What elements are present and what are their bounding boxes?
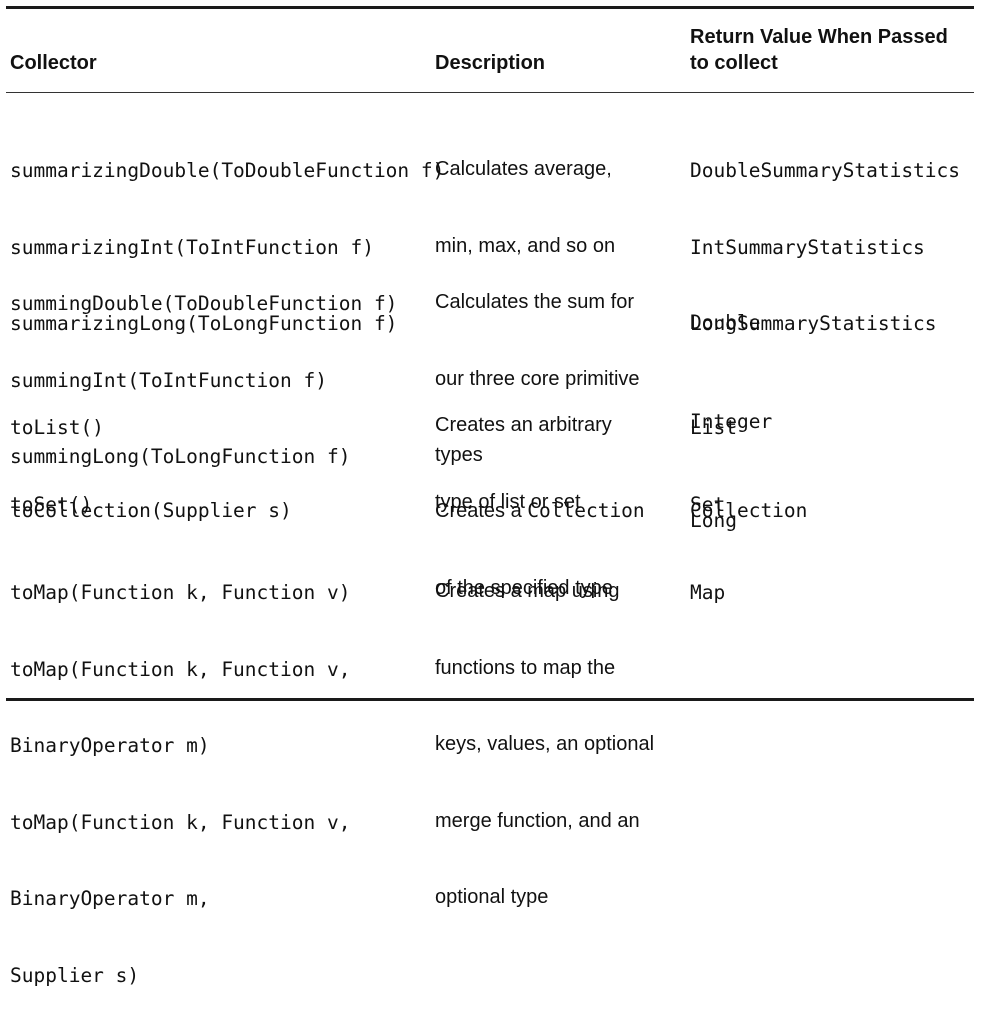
description-line: min, max, and so on (435, 234, 616, 257)
description-line: type of list or set (435, 490, 581, 513)
return-line: Map (690, 581, 726, 604)
table-row-summing-collector: summingDouble(ToDoubleFunction f) summin… (10, 240, 397, 495)
table-row-summing-returns: Double Integer Long (690, 240, 772, 570)
table-bottom-rule (6, 698, 974, 701)
table-row-tolist-collector: toList() toSet() (10, 364, 104, 543)
return-line: Double (690, 311, 761, 334)
table-row-tomap-description: Creates a map using functions to map the… (435, 528, 654, 936)
collector-line: summingLong(ToLongFunction f) (10, 445, 351, 468)
description-code-collection: Collection (527, 499, 645, 522)
collector-line: summingInt(ToIntFunction f) (10, 368, 327, 392)
table-row-summarizing-collector: summarizingDouble(ToDoubleFunction f) su… (10, 107, 444, 362)
description-line: merge function, and an (435, 809, 640, 832)
return-line: Set (690, 492, 726, 516)
header-return-line-1: Return Value When Passed (690, 26, 948, 48)
header-return-value: Return Value When Passed to collect (690, 24, 948, 76)
collector-line: toMap(Function k, Function v, (10, 657, 351, 681)
description-line: of the specified type (435, 576, 613, 599)
table-row-tocollection-collector: toCollection(Supplier s) (10, 447, 292, 549)
return-line: LongSummaryStatistics (690, 312, 937, 335)
return-line: DoubleSummaryStatistics (690, 159, 961, 182)
table-row-tolist-description: Creates an arbitrary type of list or set (435, 362, 612, 541)
table-row-tomap-returns: Map (690, 529, 725, 631)
description-line: types (435, 444, 483, 466)
collector-line: BinaryOperator m, (10, 887, 210, 910)
description-line: Calculates average, (435, 158, 612, 180)
collector-line: summarizingDouble(ToDoubleFunction f) (10, 159, 445, 182)
table-row-tomap-collector: toMap(Function k, Function v) toMap(Func… (10, 529, 350, 1014)
return-line: Integer (690, 410, 773, 433)
description-line: keys, values, an optional (435, 733, 655, 755)
description-line: Creates an arbitrary (435, 414, 612, 436)
collector-line: summingDouble(ToDoubleFunction f) (10, 292, 398, 315)
collector-line: summarizingLong(ToLongFunction f) (10, 312, 398, 335)
collector-line: toSet() (10, 492, 93, 516)
table-row-tocollection-returns: Collection (690, 447, 807, 549)
collector-line: toMap(Function k, Function v) (10, 581, 351, 604)
table-row-summing-description: Calculates the sum for our three core pr… (435, 239, 640, 494)
description-line: optional type (435, 886, 549, 908)
description-line: Creates a Collection (435, 498, 645, 525)
table-row-summarizing-description: Calculates average, min, max, and so on (435, 106, 615, 285)
collector-line: toMap(Function k, Function v, (10, 810, 351, 834)
table-row-tolist-returns: List Set (690, 364, 737, 543)
header-collector: Collector (10, 52, 97, 74)
description-line: Calculates the sum for (435, 291, 634, 313)
return-line: IntSummaryStatistics (690, 235, 925, 259)
collector-line: Supplier s) (10, 963, 140, 987)
header-return-line-2: to collect (690, 52, 778, 74)
return-line: Collection (690, 499, 808, 522)
table-top-rule (6, 6, 974, 9)
description-line: our three core primitive (435, 367, 640, 390)
collector-line: toCollection(Supplier s) (10, 499, 292, 522)
header-description: Description (435, 52, 546, 74)
return-line: Long (690, 509, 737, 532)
collector-line: BinaryOperator m) (10, 734, 210, 757)
header-rule (6, 92, 974, 93)
table-row-summarizing-returns: DoubleSummaryStatistics IntSummaryStatis… (690, 107, 960, 362)
description-line: Creates a map using (435, 580, 620, 602)
return-line: List (690, 416, 737, 439)
table-row-tocollection-description: Creates a Collection of the specified ty… (435, 447, 645, 627)
collector-line: toList() (10, 416, 104, 439)
description-line: functions to map the (435, 656, 616, 679)
description-prefix: Creates a (435, 500, 528, 522)
collector-line: summarizingInt(ToIntFunction f) (10, 235, 374, 259)
